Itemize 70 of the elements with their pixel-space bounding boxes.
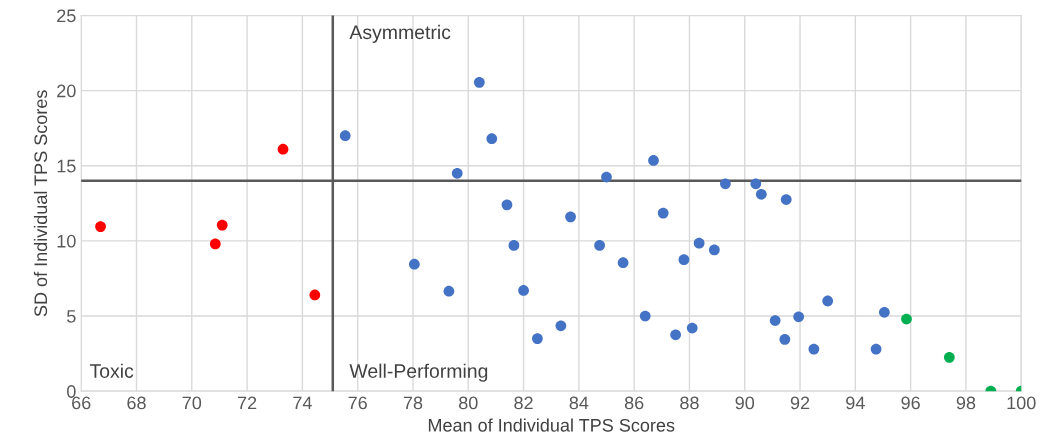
- y-tick-label: 25: [57, 9, 76, 23]
- x-tick-label: 84: [569, 396, 589, 410]
- annotation: Toxic: [89, 363, 134, 378]
- point: [639, 310, 651, 322]
- y-tick-label: 0: [67, 385, 76, 398]
- x-tick-label: 86: [624, 396, 644, 410]
- point: [878, 306, 890, 318]
- point: [779, 333, 791, 345]
- point: [532, 333, 543, 344]
- point: [870, 343, 882, 355]
- point: [601, 171, 612, 183]
- point: [648, 155, 659, 166]
- point: [501, 199, 513, 211]
- y-tick-label: 5: [67, 310, 76, 323]
- x-tick-label: 66: [72, 396, 91, 410]
- point: [793, 311, 805, 323]
- point: [408, 258, 420, 270]
- point: [95, 221, 106, 232]
- point: [686, 322, 698, 334]
- point: [670, 329, 681, 341]
- point: [750, 178, 762, 190]
- x-tick-label: 76: [348, 396, 367, 410]
- point: [822, 295, 834, 307]
- point: [209, 238, 221, 250]
- x-tick-label: 78: [403, 396, 423, 410]
- x-tick-label: 68: [127, 396, 146, 410]
- x-axis-title: Mean of Individual TPS Scores: [428, 418, 675, 432]
- point: [901, 313, 912, 325]
- point: [565, 211, 576, 223]
- point: [943, 351, 955, 363]
- point: [216, 219, 228, 231]
- x-tick-label: 74: [293, 396, 312, 410]
- point: [277, 143, 289, 155]
- point: [518, 285, 529, 296]
- y-axis-title: SD of Individual TPS Scores: [33, 90, 48, 317]
- point: [617, 257, 629, 269]
- annotation: Well-Performing: [349, 363, 488, 382]
- point: [555, 320, 567, 332]
- point: [720, 178, 731, 190]
- point: [657, 207, 669, 219]
- point: [678, 254, 690, 266]
- point: [339, 130, 351, 142]
- annotation: Asymmetric: [349, 24, 451, 43]
- point: [451, 167, 463, 179]
- point: [486, 133, 498, 145]
- point: [473, 76, 485, 88]
- point: [708, 244, 720, 256]
- x-tick-label: 70: [182, 396, 202, 410]
- point: [594, 240, 605, 251]
- x-tick-label: 80: [459, 396, 478, 410]
- point: [808, 343, 820, 355]
- x-tick-label: 90: [735, 396, 755, 410]
- y-tick-label: 20: [57, 84, 76, 98]
- point: [755, 188, 767, 200]
- point: [780, 194, 792, 205]
- x-tick-label: 96: [901, 396, 920, 410]
- point: [508, 240, 520, 251]
- x-tick-label: 88: [680, 396, 699, 410]
- x-tick-label: 72: [237, 396, 257, 410]
- point: [769, 315, 781, 326]
- point: [309, 289, 321, 301]
- x-tick-label: 82: [514, 396, 533, 410]
- y-tick-label: 10: [57, 234, 76, 248]
- x-tick-label: 100: [1007, 396, 1036, 410]
- y-tick-label: 15: [57, 159, 76, 173]
- point: [443, 285, 455, 297]
- point: [693, 237, 705, 249]
- x-tick-label: 98: [956, 396, 976, 410]
- x-tick-label: 92: [790, 396, 810, 410]
- x-tick-label: 94: [846, 396, 865, 410]
